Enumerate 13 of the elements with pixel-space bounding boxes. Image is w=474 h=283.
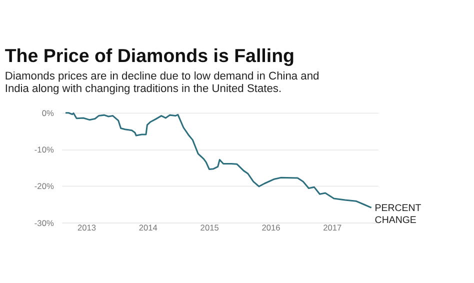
chart-title: The Price of Diamonds is Falling — [4, 45, 294, 66]
y-tick-label: -30% — [34, 218, 54, 228]
annotation: PERCENT CHANGE — [374, 203, 422, 226]
x-tick-label: 2014 — [138, 222, 158, 233]
x-tick-label: 2015 — [200, 222, 220, 233]
chart-subtitle: Diamonds prices are in decline due to low demand in China and India along with changing traditions in the United States. — [4, 70, 320, 96]
x-tick-label: 2017 — [323, 222, 342, 233]
y-tick-label: 0% — [42, 108, 54, 118]
x-tick-label: 2016 — [262, 222, 281, 233]
y-tick-label: -20% — [34, 181, 54, 192]
y-tick-label: -10% — [34, 144, 54, 155]
x-tick-label: 2013 — [78, 222, 96, 233]
line-series — [64, 112, 372, 208]
